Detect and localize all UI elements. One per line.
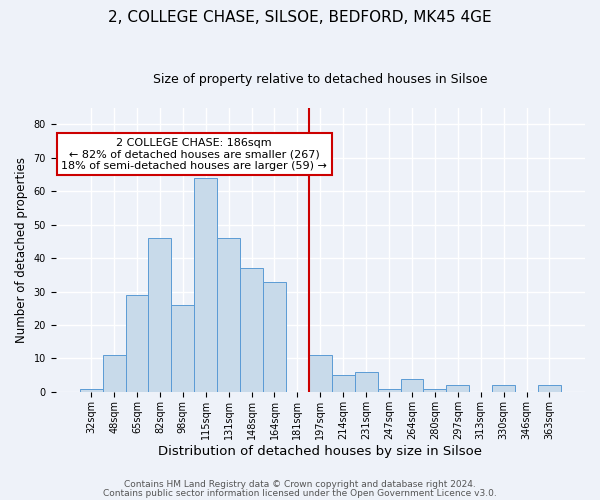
- Text: 2, COLLEGE CHASE, SILSOE, BEDFORD, MK45 4GE: 2, COLLEGE CHASE, SILSOE, BEDFORD, MK45 …: [108, 10, 492, 25]
- Bar: [309, 355, 332, 392]
- Text: Contains HM Land Registry data © Crown copyright and database right 2024.: Contains HM Land Registry data © Crown c…: [124, 480, 476, 489]
- Text: Contains public sector information licensed under the Open Government Licence v3: Contains public sector information licen…: [103, 489, 497, 498]
- Bar: [148, 238, 172, 392]
- Bar: [194, 178, 217, 392]
- Bar: [80, 388, 103, 392]
- Bar: [172, 305, 194, 392]
- Bar: [355, 372, 377, 392]
- Bar: [217, 238, 240, 392]
- Bar: [240, 268, 263, 392]
- Bar: [538, 385, 561, 392]
- Bar: [332, 375, 355, 392]
- Bar: [446, 385, 469, 392]
- Bar: [103, 355, 125, 392]
- Bar: [424, 388, 446, 392]
- Bar: [377, 388, 401, 392]
- Bar: [125, 295, 148, 392]
- Bar: [492, 385, 515, 392]
- Text: 2 COLLEGE CHASE: 186sqm
← 82% of detached houses are smaller (267)
18% of semi-d: 2 COLLEGE CHASE: 186sqm ← 82% of detache…: [61, 138, 327, 171]
- Y-axis label: Number of detached properties: Number of detached properties: [15, 156, 28, 342]
- X-axis label: Distribution of detached houses by size in Silsoe: Distribution of detached houses by size …: [158, 444, 482, 458]
- Bar: [263, 282, 286, 392]
- Bar: [401, 378, 424, 392]
- Title: Size of property relative to detached houses in Silsoe: Size of property relative to detached ho…: [153, 72, 488, 86]
